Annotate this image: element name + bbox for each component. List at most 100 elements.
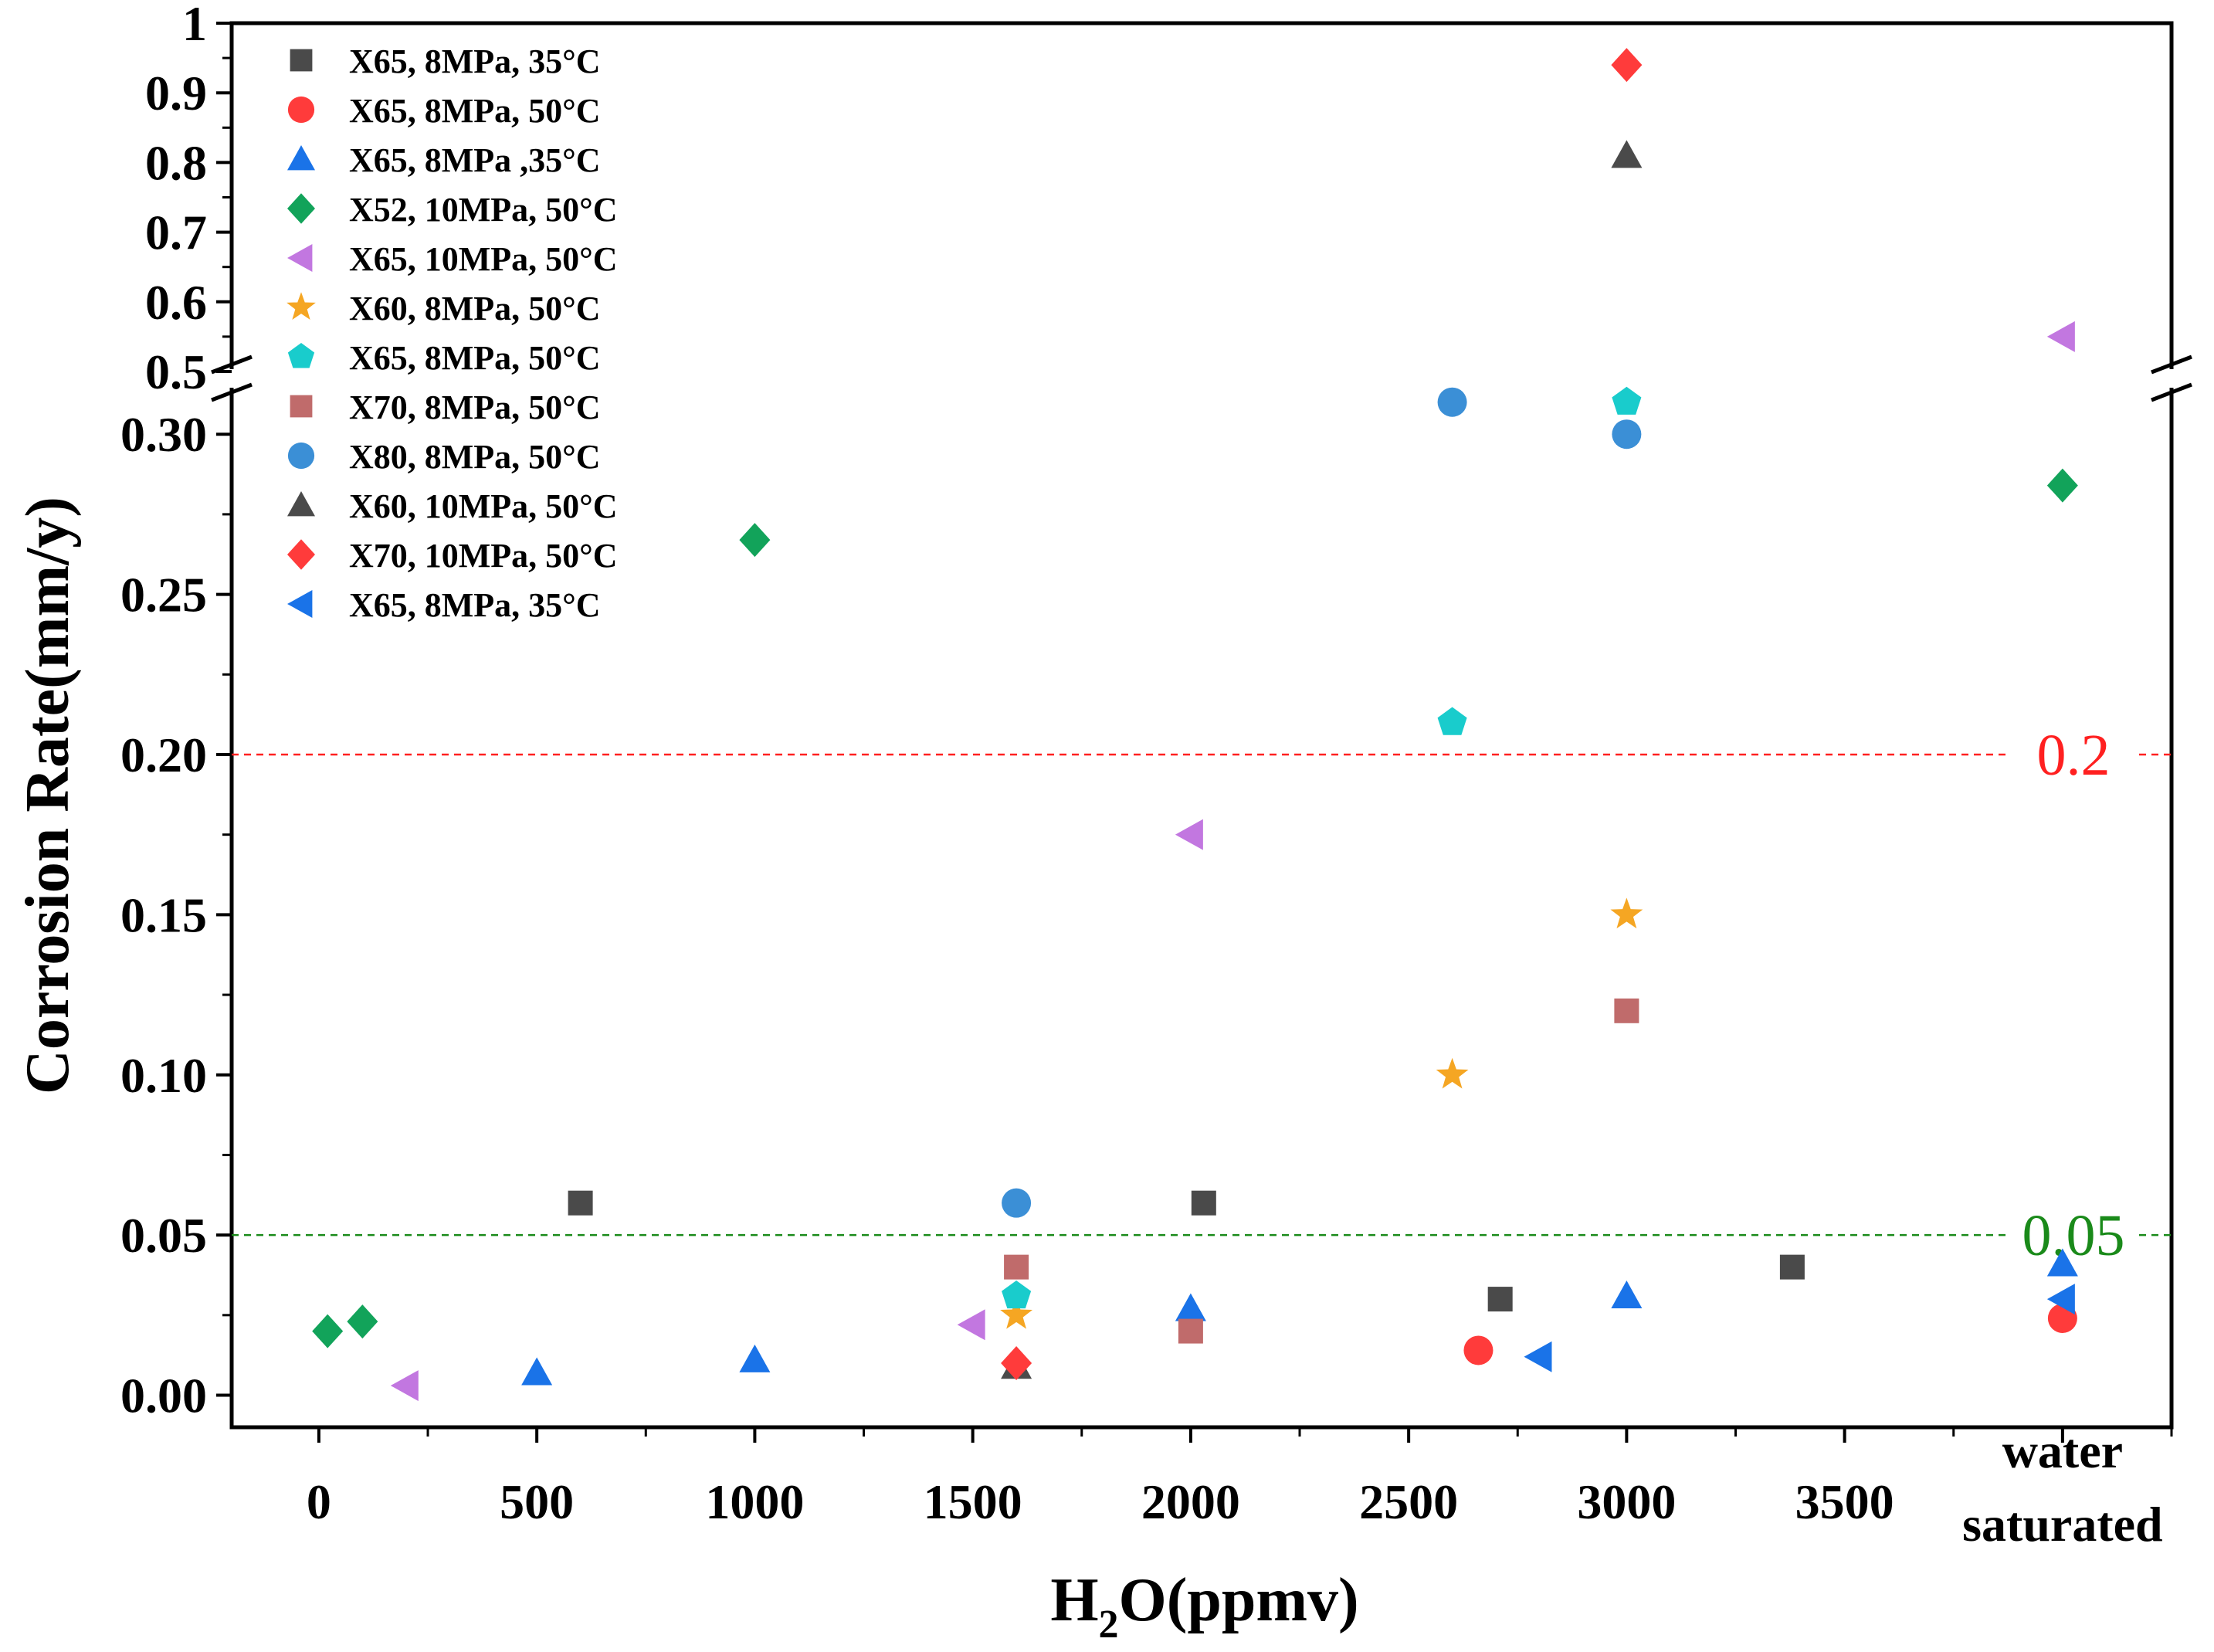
data-point — [1175, 819, 1203, 850]
x-tick-label: saturated — [1962, 1497, 2163, 1552]
axis-break-mark-left — [211, 382, 253, 402]
y-tick-label: 0.7 — [145, 205, 207, 260]
x-tick-label: 1000 — [705, 1474, 804, 1529]
data-point — [1614, 998, 1639, 1023]
data-point — [1437, 707, 1467, 735]
y-tick-label: 1 — [182, 0, 207, 51]
legend-marker — [286, 292, 316, 321]
data-point — [1487, 1287, 1513, 1312]
data-point — [1175, 1293, 1206, 1321]
data-point — [739, 523, 771, 558]
data-point — [1612, 386, 1642, 415]
plot-border — [229, 21, 2174, 1430]
legend-label: X65, 8MPa, 50°C — [349, 339, 601, 377]
data-point — [2046, 1284, 2075, 1315]
legend-label: X65, 8MPa, 35°C — [349, 586, 601, 624]
data-point — [1436, 1057, 1469, 1089]
y-tick-label: 0.5 — [145, 344, 207, 399]
data-point — [1002, 1188, 1032, 1218]
x-tick-label: 2000 — [1141, 1474, 1240, 1529]
legend-label: X65, 10MPa, 50°C — [349, 240, 618, 278]
legend-label: X70, 10MPa, 50°C — [349, 537, 618, 575]
reference-lines: 0.2 0.05 — [232, 723, 2172, 1268]
legend-marker — [287, 442, 315, 470]
data-point — [1611, 1280, 1643, 1308]
legend: X65, 8MPa, 35°C X65, 8MPa, 50°C X65, 8MPa … — [286, 42, 618, 624]
data-point — [2046, 321, 2075, 352]
y-tick-label: 0.00 — [120, 1369, 207, 1423]
reference-line-label: 0.05 — [2022, 1203, 2125, 1268]
x-axis-title-rest: O(ppmv) — [1119, 1566, 1359, 1634]
y-tick-label: 0.05 — [120, 1208, 207, 1263]
data-point — [1612, 419, 1642, 449]
y-tick-label: 0.6 — [145, 275, 207, 330]
data-markers — [312, 48, 2078, 1402]
legend-marker — [287, 590, 313, 618]
data-point — [2046, 1248, 2078, 1277]
x-tick-label: 1500 — [924, 1474, 1022, 1529]
data-point — [390, 1370, 419, 1402]
data-point — [1191, 1190, 1216, 1216]
data-point — [1611, 140, 1643, 168]
data-point — [1001, 1346, 1032, 1381]
y-tick-label: 0.30 — [120, 407, 207, 462]
legend-label: X70, 8MPa, 50°C — [349, 388, 601, 426]
legend-marker — [290, 395, 313, 418]
x-axis-title-main: H — [1050, 1566, 1098, 1634]
legend-label: X65, 8MPa, 50°C — [349, 92, 601, 130]
data-point — [1437, 387, 1467, 417]
data-point — [1610, 897, 1643, 929]
legend-marker — [290, 49, 313, 72]
legend-marker — [287, 244, 313, 272]
y-tick-label: 0.8 — [145, 135, 207, 190]
legend-marker — [287, 193, 315, 224]
legend-label: X80, 8MPa, 50°C — [349, 438, 601, 476]
x-axis-title-subscript: 2 — [1099, 1603, 1119, 1647]
legend-label: X52, 10MPa, 50°C — [349, 191, 618, 229]
x-tick-label: 500 — [500, 1474, 574, 1529]
y-axis-title: Corrosion Rate(mm/y) — [14, 497, 82, 1094]
axis-break-gap-right — [2161, 369, 2182, 388]
axis-titles: Corrosion Rate(mm/y) H2O(ppmv) — [14, 497, 1359, 1647]
data-point — [1002, 1280, 1032, 1309]
data-point — [1000, 1298, 1033, 1329]
data-point — [1463, 1335, 1494, 1365]
legend-marker — [287, 145, 315, 171]
legend-label: X65, 8MPa ,35°C — [349, 141, 601, 179]
legend-marker — [287, 343, 315, 368]
data-point — [2046, 468, 2078, 503]
x-tick-label: 2500 — [1359, 1474, 1458, 1529]
reference-line-label: 0.2 — [2037, 723, 2111, 788]
legend-marker — [287, 96, 315, 124]
data-point — [568, 1190, 593, 1216]
axis-ticks: 0 500 1000 1500 2000 2500 3000 3500 water saturat… — [120, 0, 2173, 1552]
x-tick-label: 0 — [307, 1474, 331, 1529]
x-tick-label: 3500 — [1795, 1474, 1894, 1529]
legend-marker — [287, 491, 315, 517]
data-point — [1178, 1318, 1203, 1344]
data-point — [312, 1314, 344, 1348]
y-tick-label: 0.9 — [145, 66, 207, 120]
y-tick-label: 0.10 — [120, 1048, 207, 1103]
data-point — [521, 1357, 553, 1386]
data-point — [1779, 1254, 1805, 1280]
x-tick-label: 3000 — [1577, 1474, 1676, 1529]
data-point — [1004, 1254, 1029, 1280]
data-point — [957, 1309, 985, 1341]
axis-break-mark-left — [211, 354, 253, 375]
x-axis-title: H2O(ppmv) — [1050, 1566, 1358, 1647]
x-tick-label: water — [2002, 1423, 2123, 1478]
data-point — [1611, 48, 1643, 83]
plot-frame — [211, 21, 2192, 1430]
axis-break-mark-right — [2151, 382, 2192, 402]
data-point — [1524, 1341, 1552, 1372]
legend-label: X60, 8MPa, 50°C — [349, 290, 601, 327]
axis-break-mark-right — [2151, 354, 2192, 375]
legend-marker — [287, 539, 315, 570]
y-tick-label: 0.15 — [120, 887, 207, 942]
data-point — [739, 1344, 771, 1372]
data-point — [347, 1304, 378, 1339]
legend-label: X65, 8MPa, 35°C — [349, 42, 601, 80]
y-tick-label: 0.20 — [120, 728, 207, 782]
